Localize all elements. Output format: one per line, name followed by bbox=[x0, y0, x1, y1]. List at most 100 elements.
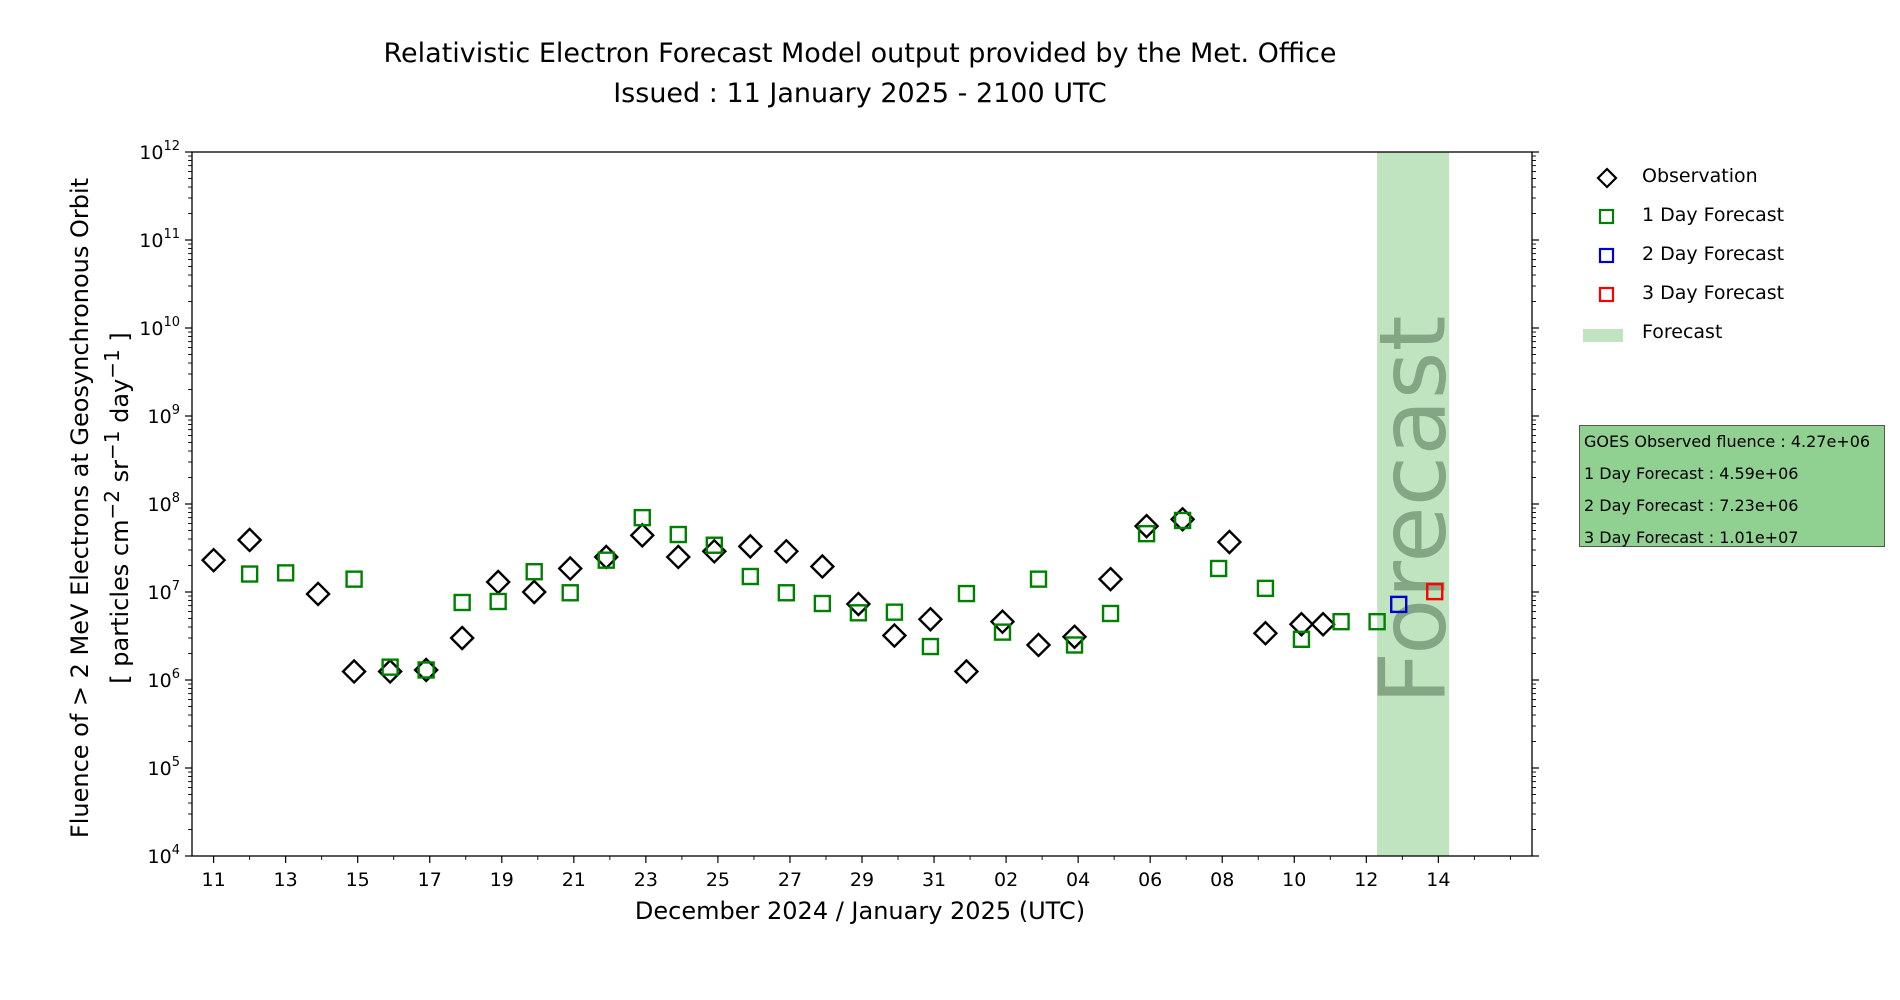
point-observation bbox=[1097, 566, 1124, 592]
x-axis-label: December 2024 / January 2025 (UTC) bbox=[634, 897, 1086, 925]
point-1-day-forecast bbox=[993, 623, 1012, 641]
x-tick-label: 31 bbox=[922, 869, 946, 891]
legend-item-1-day-forecast: 1 Day Forecast bbox=[1580, 202, 1880, 232]
point-observation bbox=[1061, 624, 1088, 650]
point-observation bbox=[1252, 620, 1279, 646]
legend-item-forecast-band: Forecast bbox=[1580, 319, 1880, 349]
info-line-1-day: 1 Day Forecast : 4.59e+06 bbox=[1584, 464, 1799, 483]
legend-label: Forecast bbox=[1642, 321, 1723, 343]
point-1-day-forecast bbox=[669, 525, 687, 544]
point-observation bbox=[1216, 529, 1243, 555]
point-observation bbox=[953, 658, 980, 685]
y-tick-label: 107 bbox=[148, 579, 180, 604]
point-1-day-forecast bbox=[1101, 604, 1120, 623]
point-observation bbox=[1133, 513, 1160, 539]
blue-square-marker-icon bbox=[1598, 247, 1615, 264]
legend-item-observation: Observation bbox=[1580, 163, 1880, 193]
x-tick-label: 23 bbox=[634, 869, 658, 891]
point-1-day-forecast bbox=[1256, 579, 1275, 598]
legend-label: 2 Day Forecast bbox=[1642, 243, 1785, 265]
point-1-day-forecast bbox=[1332, 612, 1350, 631]
x-tick-label: 21 bbox=[562, 869, 586, 891]
point-1-day-forecast bbox=[417, 661, 435, 679]
point-1-day-forecast bbox=[885, 603, 904, 621]
y-axis-unit-exp: −1 bbox=[100, 349, 124, 379]
info-line-goes-observed: GOES Observed fluence : 4.27e+06 bbox=[1584, 432, 1871, 451]
point-1-day-forecast bbox=[957, 584, 976, 603]
point-1-day-forecast bbox=[597, 551, 615, 569]
chart-subtitle: Issued : 11 January 2025 - 2100 UTC bbox=[613, 78, 1107, 109]
point-observation bbox=[305, 581, 331, 607]
forecast-band-layer: Forecast bbox=[1360, 152, 1467, 856]
point-1-day-forecast bbox=[813, 594, 832, 613]
point-2-day-forecast bbox=[1390, 595, 1408, 614]
point-1-day-forecast bbox=[489, 592, 507, 611]
legend-label: 1 Day Forecast bbox=[1642, 204, 1785, 226]
point-observation bbox=[665, 544, 691, 570]
point-observation bbox=[737, 533, 764, 560]
legend-label: Observation bbox=[1642, 165, 1758, 187]
y-tick-label: 104 bbox=[148, 843, 180, 868]
point-observation bbox=[236, 527, 263, 553]
legend-label: 3 Day Forecast bbox=[1642, 282, 1785, 304]
chart-title: Relativistic Electron Forecast Model out… bbox=[383, 38, 1337, 69]
point-observation bbox=[917, 606, 944, 632]
y-tick-label: 109 bbox=[148, 403, 180, 428]
info-line-2-day: 2 Day Forecast : 7.23e+06 bbox=[1584, 496, 1799, 515]
x-tick-label: 15 bbox=[346, 869, 370, 891]
point-1-day-forecast bbox=[849, 604, 868, 622]
x-tick-label: 14 bbox=[1426, 869, 1450, 891]
point-1-day-forecast bbox=[525, 563, 543, 581]
y-axis-unit-exp: −1 bbox=[100, 430, 124, 461]
x-tick-label: 13 bbox=[274, 869, 298, 891]
y-tick-label: 1012 bbox=[139, 139, 180, 164]
x-tick-label: 06 bbox=[1138, 869, 1162, 891]
point-observation bbox=[449, 625, 475, 651]
point-1-day-forecast bbox=[705, 536, 724, 554]
point-observation bbox=[1025, 632, 1052, 658]
x-tick-label: 17 bbox=[418, 869, 442, 891]
point-1-day-forecast bbox=[453, 593, 471, 612]
y-tick-label: 105 bbox=[148, 755, 180, 780]
forecast-band-swatch-icon bbox=[1583, 329, 1623, 342]
x-tick-label: 04 bbox=[1066, 869, 1090, 891]
point-1-day-forecast bbox=[381, 658, 399, 676]
y-axis-label-line2: [ particles cm−2 sr−1 day−1 ] bbox=[96, 178, 136, 838]
point-1-day-forecast bbox=[1368, 612, 1386, 631]
point-observation bbox=[1310, 611, 1336, 637]
point-observation bbox=[629, 522, 655, 549]
y-tick-label: 106 bbox=[148, 667, 180, 692]
point-1-day-forecast bbox=[1137, 524, 1156, 543]
diamond-marker-icon bbox=[1596, 167, 1618, 189]
forecast-band-label: Forecast bbox=[1360, 315, 1467, 704]
fluence-info-box: GOES Observed fluence : 4.27e+06 1 Day F… bbox=[1579, 425, 1885, 547]
point-observation bbox=[809, 553, 836, 580]
point-observation bbox=[341, 658, 367, 685]
point-1-day-forecast bbox=[240, 565, 259, 583]
point-observation bbox=[200, 547, 227, 573]
y-axis-unit-text: sr bbox=[106, 460, 134, 491]
point-observation bbox=[1288, 611, 1315, 637]
point-1-day-forecast bbox=[1029, 570, 1048, 588]
x-tick-label: 12 bbox=[1354, 869, 1378, 891]
point-1-day-forecast bbox=[777, 584, 796, 602]
x-tick-label: 11 bbox=[202, 869, 226, 891]
point-1-day-forecast bbox=[1065, 636, 1084, 654]
point-observation bbox=[557, 555, 583, 582]
y-axis-unit-text: day bbox=[106, 378, 134, 431]
point-1-day-forecast bbox=[276, 564, 295, 582]
point-observation bbox=[845, 591, 872, 617]
red-square-marker-icon bbox=[1598, 286, 1615, 303]
point-observation bbox=[989, 608, 1016, 635]
points-layer bbox=[200, 506, 1444, 685]
y-axis-unit-exp: −2 bbox=[100, 490, 124, 520]
green-square-marker-icon bbox=[1598, 208, 1615, 225]
point-1-day-forecast bbox=[561, 584, 579, 602]
point-1-day-forecast bbox=[345, 570, 363, 588]
point-observation bbox=[521, 579, 547, 605]
forecast-band bbox=[1377, 152, 1450, 856]
point-observation bbox=[485, 569, 511, 595]
x-tick-label: 08 bbox=[1210, 869, 1234, 891]
y-axis-unit-text: [ particles cm bbox=[106, 519, 134, 684]
